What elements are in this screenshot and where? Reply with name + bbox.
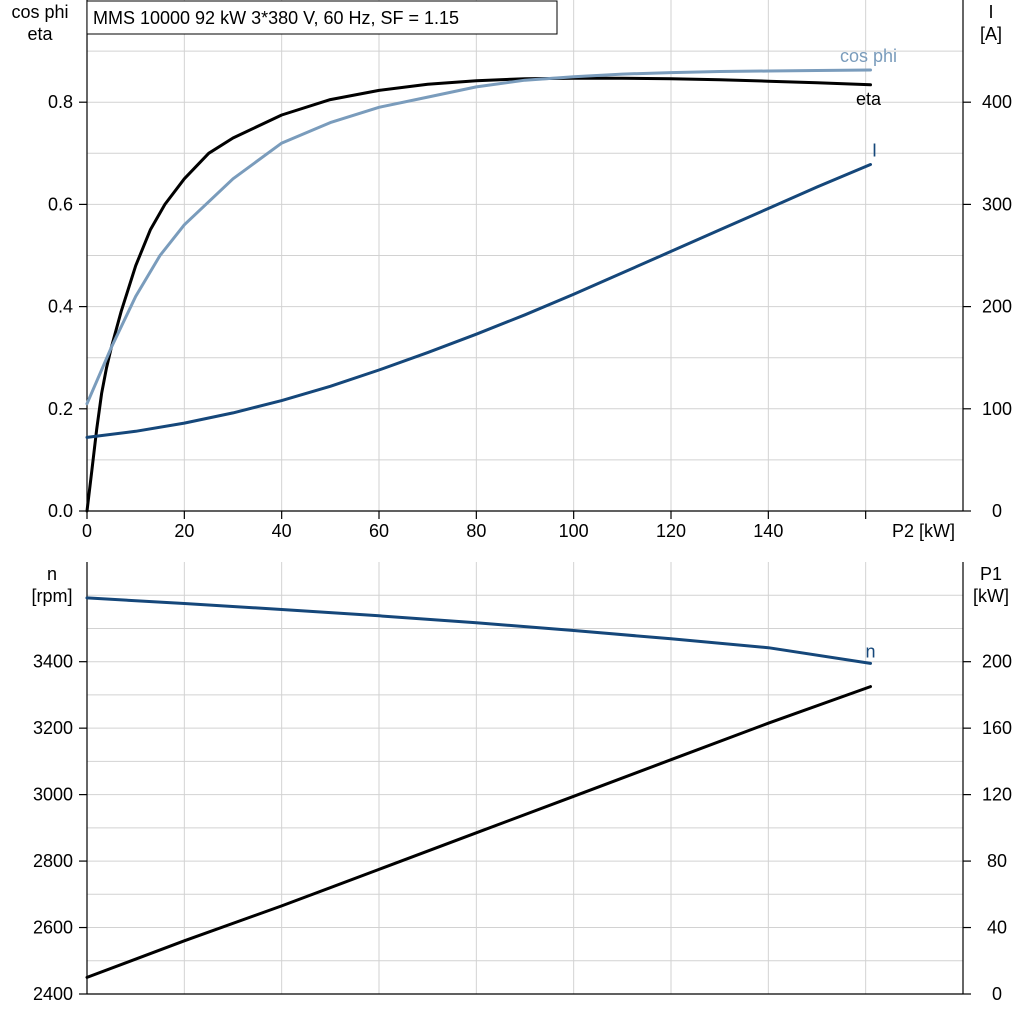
y-left-tick-label: 0.6 [48, 194, 73, 214]
x-tick-label: 20 [174, 521, 194, 541]
y-left-axis-label: [rpm] [31, 586, 72, 606]
series-label-eta: eta [856, 89, 882, 109]
y-right-axis-label: [kW] [973, 586, 1009, 606]
chart-title: MMS 10000 92 kW 3*380 V, 60 Hz, SF = 1.1… [93, 8, 459, 28]
y-left-tick-label: 2400 [33, 984, 73, 1004]
y-left-tick-label: 0.0 [48, 501, 73, 521]
series-line-eta [85, 76, 872, 513]
y-right-tick-label: 400 [982, 92, 1012, 112]
series-line-n [85, 596, 872, 665]
y-right-tick-label: 0 [992, 984, 1002, 1004]
bottom-panel: 24002600280030003200340004080120160200n[… [31, 562, 1012, 1004]
y-left-tick-label: 2600 [33, 918, 73, 938]
x-tick-label: 120 [656, 521, 686, 541]
x-tick-label: 40 [272, 521, 292, 541]
y-left-tick-label: 0.4 [48, 297, 73, 317]
y-right-tick-label: 200 [982, 652, 1012, 672]
y-right-tick-label: 0 [992, 501, 1002, 521]
series-label-i: I [872, 141, 877, 161]
x-tick-label: 0 [82, 521, 92, 541]
y-left-tick-label: 3200 [33, 718, 73, 738]
y-left-tick-label: 0.8 [48, 92, 73, 112]
y-right-tick-label: 120 [982, 785, 1012, 805]
title-box [86, 0, 558, 35]
series-label-n: n [866, 641, 876, 661]
y-right-axis-label: [A] [980, 24, 1002, 44]
y-right-tick-label: 40 [987, 918, 1007, 938]
y-left-axis-label: cos phi [11, 2, 68, 22]
y-right-tick-label: 80 [987, 851, 1007, 871]
y-left-tick-label: 3400 [33, 652, 73, 672]
x-tick-label: 140 [753, 521, 783, 541]
x-tick-label: 100 [559, 521, 589, 541]
y-left-tick-label: 0.2 [48, 399, 73, 419]
x-tick-label: 80 [466, 521, 486, 541]
series-label-cos-phi: cos phi [840, 46, 897, 66]
y-right-tick-label: 200 [982, 297, 1012, 317]
y-right-tick-label: 100 [982, 399, 1012, 419]
series-line-p1 [85, 685, 872, 979]
series-line-cos-phi [85, 68, 872, 406]
x-tick-label: 60 [369, 521, 389, 541]
y-left-axis-label: n [47, 564, 57, 584]
top-panel: 0.0 0.2 0.4 0.6 0.8 0 100 200 300 400 0 20 40 60 80 100… [11, 0, 1012, 541]
series-line-i [85, 163, 872, 439]
y-right-axis-label: P1 [980, 564, 1002, 584]
y-left-tick-label: 2800 [33, 851, 73, 871]
y-right-tick-label: 160 [982, 718, 1012, 738]
y-left-tick-label: 3000 [33, 785, 73, 805]
y-right-tick-label: 300 [982, 194, 1012, 214]
y-right-axis-label: I [988, 2, 993, 22]
y-left-axis-label: eta [27, 24, 53, 44]
x-axis-label: P2 [kW] [892, 521, 955, 541]
